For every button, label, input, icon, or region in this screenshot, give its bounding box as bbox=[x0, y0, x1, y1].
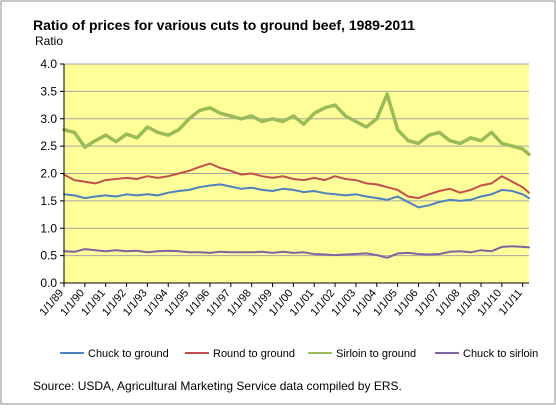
y-tick-label: 1.5 bbox=[40, 194, 57, 208]
y-tick-labels: 0.0 0.5 1.0 1.5 2.0 2.5 3.0 3.5 4.0 bbox=[40, 57, 64, 290]
y-tick-label: 3.5 bbox=[40, 84, 57, 98]
source-note: Source: USDA, Agricultural Marketing Ser… bbox=[33, 379, 402, 393]
legend-label: Sirloin to ground bbox=[336, 348, 416, 360]
legend-label: Round to ground bbox=[213, 348, 295, 360]
series-line-chuck-to-ground bbox=[63, 183, 530, 209]
legend: Chuck to ground Round to ground Sirloin to… bbox=[60, 348, 538, 360]
legend-label: Chuck to sirloin bbox=[463, 348, 538, 360]
series-line-round-to-ground bbox=[63, 162, 530, 200]
series-layer bbox=[62, 92, 531, 259]
y-tick-label: 2.5 bbox=[40, 139, 57, 153]
y-tick-label: 3.0 bbox=[40, 112, 57, 126]
legend-label: Chuck to ground bbox=[88, 348, 169, 360]
chart-title: Ratio of prices for various cuts to grou… bbox=[33, 17, 415, 33]
y-tick-label: 0.0 bbox=[40, 276, 57, 290]
y-tick-label: 2.0 bbox=[40, 167, 57, 181]
y-tick-label: 4.0 bbox=[40, 57, 57, 71]
series-line-chuck-to-sirloin bbox=[63, 245, 530, 259]
series-line-sirloin-to-ground bbox=[62, 92, 531, 157]
y-tick-label: 1.0 bbox=[40, 221, 57, 235]
y-tick-label: 0.5 bbox=[40, 249, 57, 263]
y-axis-label: Ratio bbox=[35, 34, 63, 48]
